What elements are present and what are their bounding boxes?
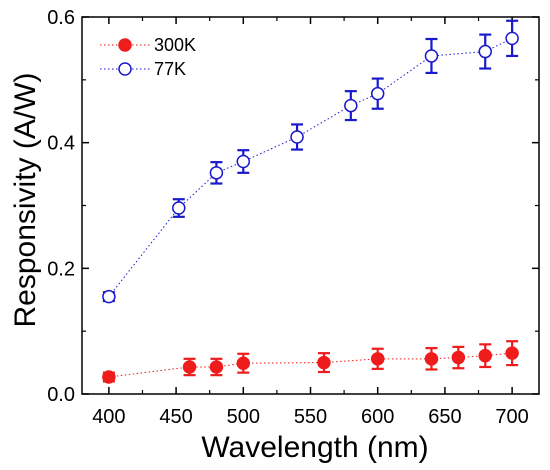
x-axis-title: Wavelength (nm) [201, 431, 428, 464]
data-point [236, 154, 251, 169]
y-tick-label: 0.0 [47, 384, 75, 406]
data-point [424, 352, 439, 366]
x-tick-label: 400 [92, 406, 125, 428]
plot-area: 400 450 500 550 600 650 700 0.0 0.2 0.4 0.6 300K 77K [47, 7, 540, 428]
data-point [505, 346, 519, 360]
y-tick-label: 0.6 [47, 7, 75, 29]
plot-frame [81, 16, 540, 395]
legend: 300K 77K [100, 35, 196, 79]
series-300k [102, 340, 519, 384]
data-point [478, 44, 492, 59]
y-tick-label: 0.4 [47, 133, 75, 155]
data-point [317, 355, 331, 370]
legend-item-77k: 77K [100, 59, 186, 79]
data-point [505, 31, 519, 46]
data-point [290, 130, 304, 144]
data-point [344, 98, 358, 113]
x-tick-label: 500 [227, 406, 260, 428]
legend-item-300k: 300K [100, 35, 196, 55]
data-point [209, 166, 224, 180]
data-point [451, 350, 466, 365]
x-tick-label: 600 [361, 406, 394, 428]
series-77k [102, 19, 519, 304]
series-line-77k [108, 37, 513, 297]
data-point [370, 86, 385, 101]
data-point [370, 352, 385, 366]
x-tick-label: 650 [428, 406, 461, 428]
legend-label-300k: 300K [154, 35, 196, 55]
data-point [102, 289, 116, 304]
data-point [209, 360, 224, 374]
data-point [102, 370, 116, 384]
data-point [172, 201, 186, 215]
legend-marker [118, 62, 132, 76]
data-point [424, 49, 439, 63]
y-axis-title: Responsivity (A/W) [9, 72, 42, 327]
data-point [478, 348, 492, 363]
series-line-300k [108, 352, 513, 378]
data-point [182, 360, 197, 374]
x-tick-label: 450 [159, 406, 192, 428]
x-tick-label: 550 [294, 406, 327, 428]
legend-label-77k: 77K [154, 59, 186, 79]
legend-marker [118, 38, 132, 52]
y-tick-label: 0.2 [47, 258, 75, 280]
x-tick-label: 700 [495, 406, 528, 428]
data-point [236, 356, 251, 370]
